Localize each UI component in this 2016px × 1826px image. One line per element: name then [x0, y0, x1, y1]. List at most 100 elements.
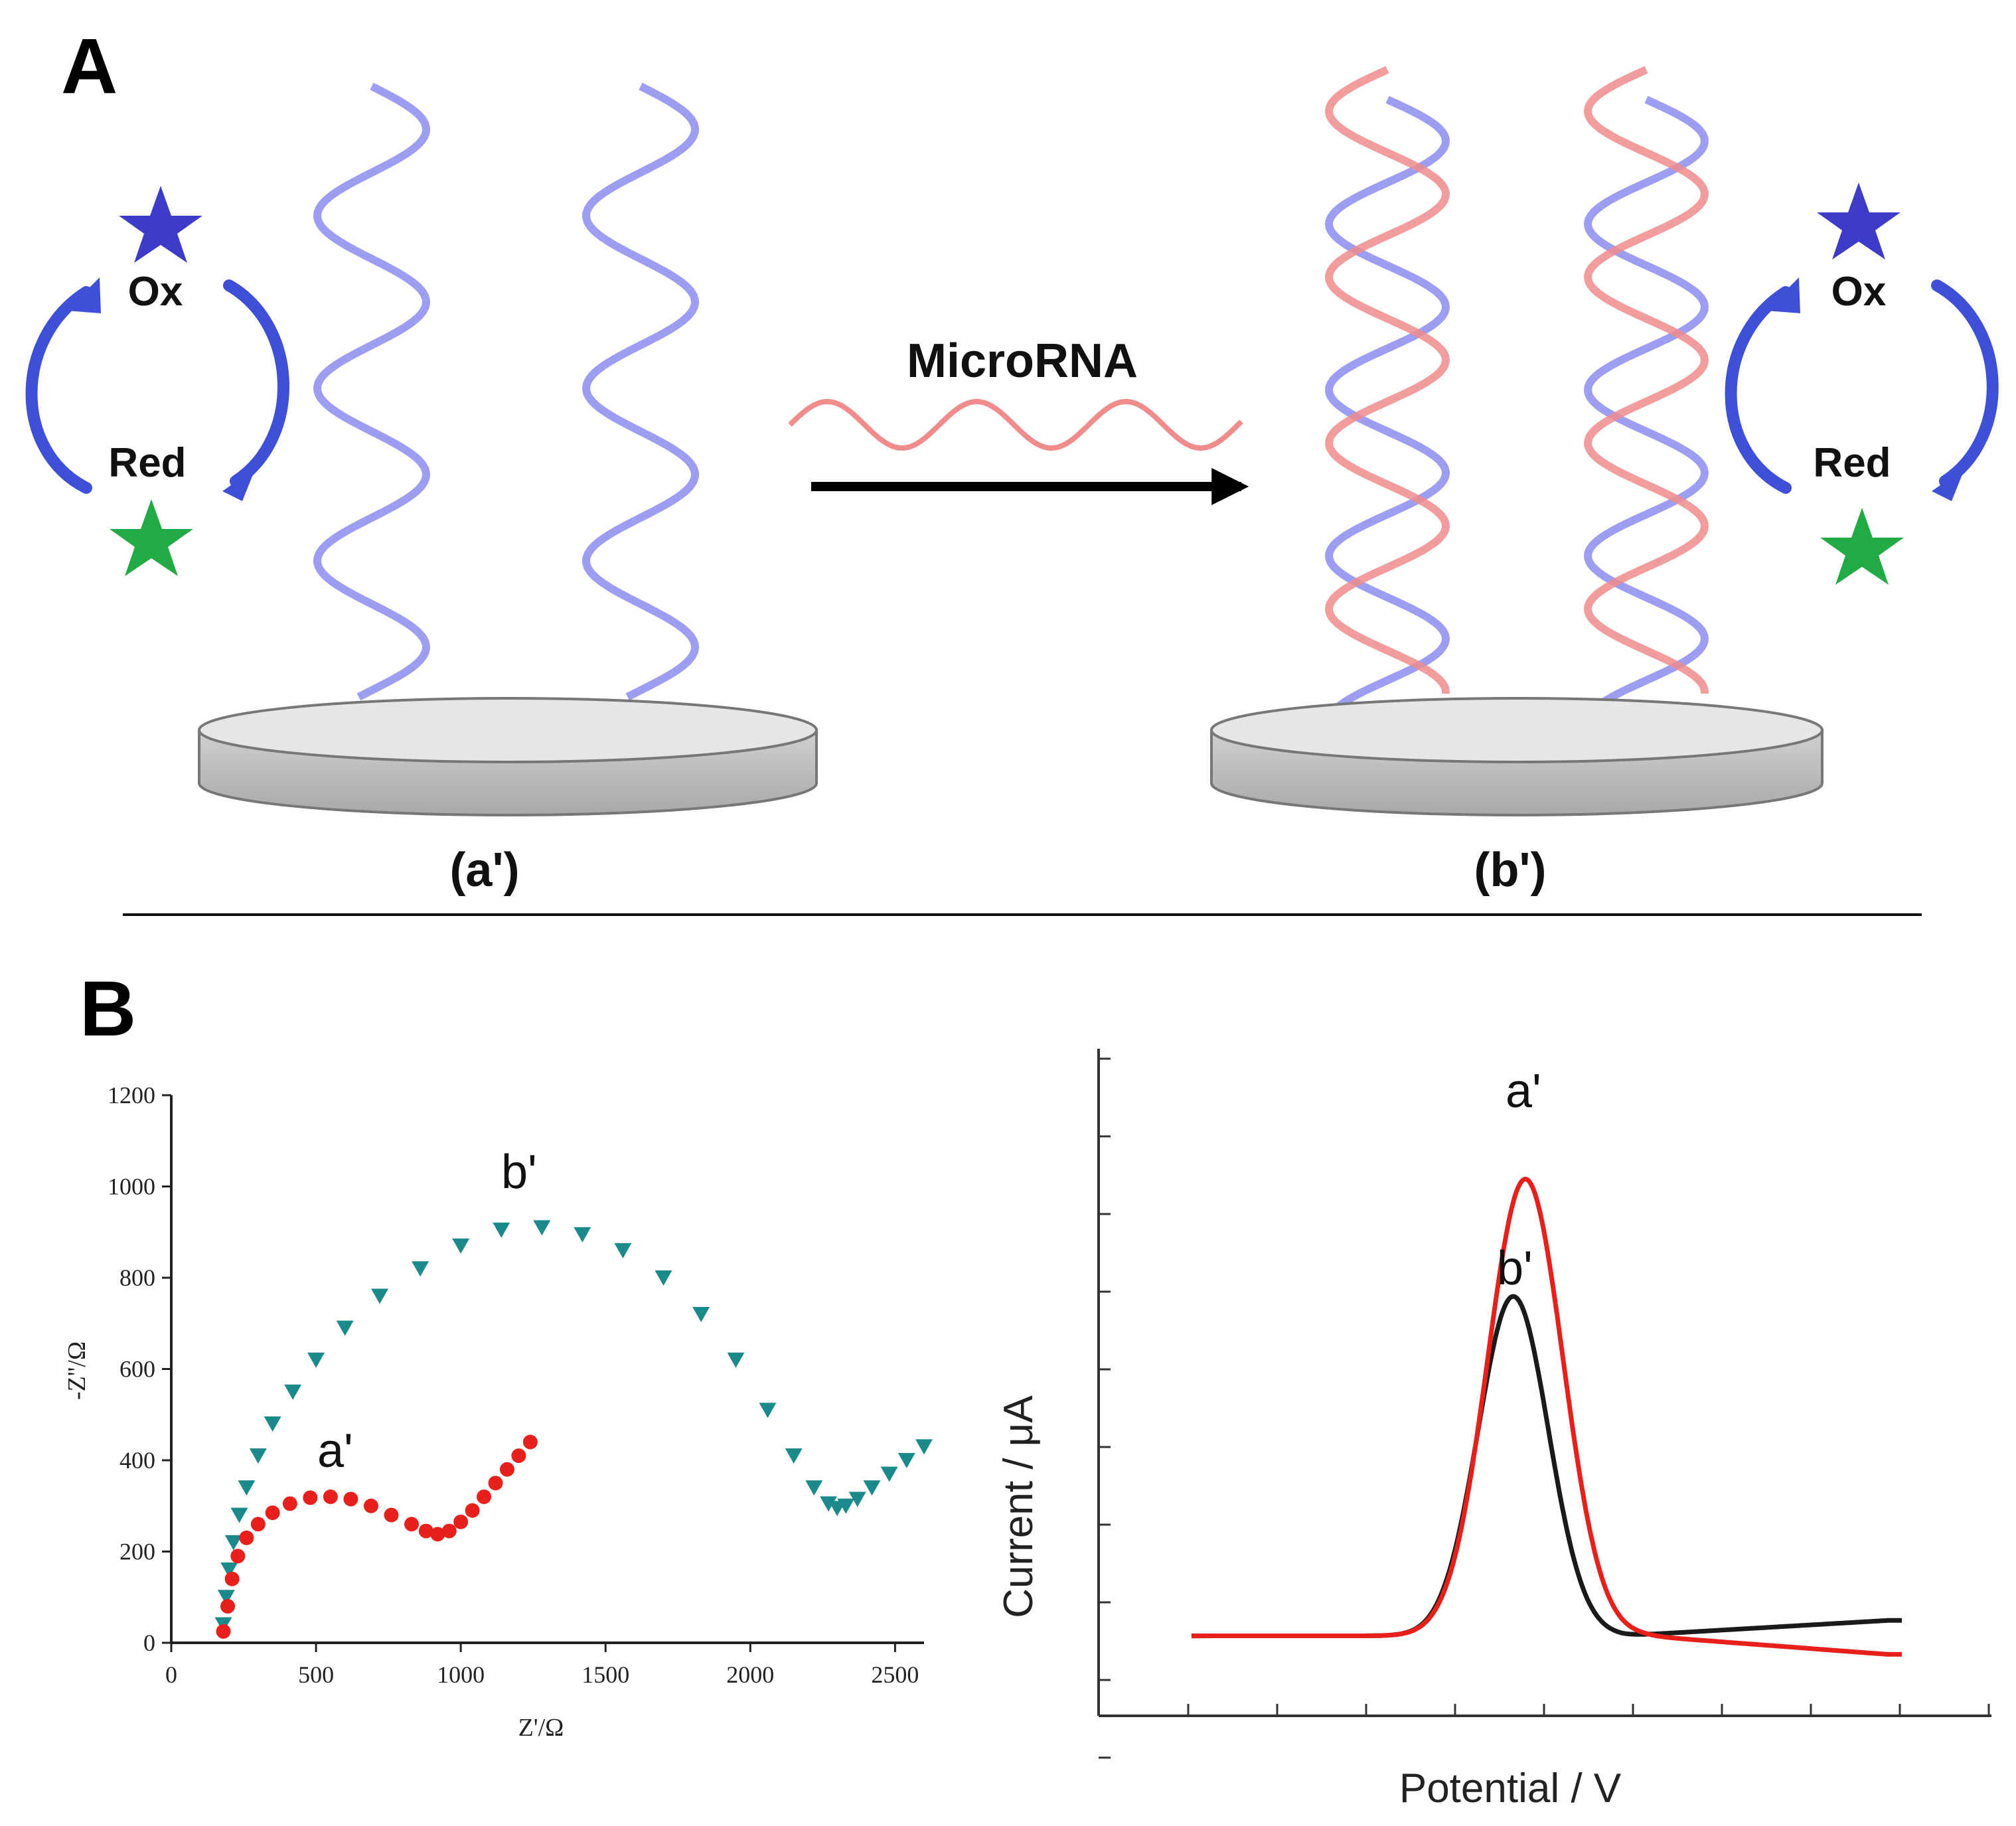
nyquist-points [214, 1220, 933, 1639]
left-cycle-arrow-right [223, 279, 289, 487]
nyquist-y-tick-label: 800 [119, 1264, 155, 1291]
nyquist-point-b [820, 1496, 838, 1512]
nyquist-point-b [785, 1448, 803, 1464]
nyquist-x-tick-label: 1500 [582, 1661, 629, 1688]
electrode-a [198, 697, 818, 816]
nyquist-point-a [384, 1507, 399, 1523]
nyquist-point-b [224, 1535, 242, 1551]
left-probe-strands [313, 82, 700, 701]
nyquist-point-b [759, 1403, 777, 1418]
nyquist-point-a [511, 1448, 526, 1464]
left-cycle-arrowhead-bottom [222, 468, 256, 501]
probe-strand [1583, 96, 1709, 745]
nyquist-point-b [230, 1507, 248, 1523]
nyquist-point-a [465, 1503, 480, 1518]
voltammogram-x-axis-title: Potential / V [1399, 1766, 1622, 1811]
probe-strand [1324, 96, 1450, 745]
green-star-icon [110, 499, 193, 576]
nyquist-point-b [863, 1480, 881, 1496]
microrna-strand [1583, 66, 1709, 694]
microrna-strand [1324, 66, 1450, 694]
nyquist-point-b [238, 1480, 256, 1496]
voltammogram-axes [1097, 1049, 1991, 1759]
nyquist-x-tick-label: 2000 [726, 1661, 774, 1688]
microrna-strand [788, 398, 1243, 451]
left-ox-label: Ox [128, 269, 183, 315]
voltammogram-chart: a' b' Potential / V Current / μA [996, 1049, 1991, 1811]
left-redox-cycle: Ox Red [25, 186, 289, 576]
nyquist-y-tick-label: 1000 [108, 1174, 155, 1200]
nyquist-point-a [239, 1530, 254, 1545]
nyquist-point-a [323, 1489, 338, 1504]
nyquist-point-b [284, 1384, 302, 1400]
nyquist-point-a [224, 1571, 240, 1586]
nyquist-annotation-a: a' [317, 1424, 353, 1478]
ox-star-icon [1817, 183, 1900, 260]
nyquist-point-b [915, 1439, 933, 1455]
electrode-b [1210, 697, 1823, 816]
nyquist-point-a [453, 1514, 469, 1529]
nyquist-x-tick-label: 0 [165, 1661, 177, 1688]
nyquist-point-b [805, 1480, 823, 1496]
microrna-label: MicroRNA [907, 335, 1138, 388]
electrode-b-label: (b') [1474, 844, 1546, 897]
nyquist-point-a [265, 1505, 280, 1521]
nyquist-point-b [727, 1352, 745, 1368]
nyquist-point-b [655, 1270, 672, 1286]
nyquist-point-b [493, 1222, 510, 1238]
nyquist-point-a [216, 1624, 231, 1639]
nyquist-point-b [249, 1448, 267, 1464]
nyquist-point-b [880, 1466, 898, 1482]
left-red-label: Red [108, 440, 186, 486]
nyquist-y-tick-label: 600 [119, 1356, 155, 1383]
nyquist-point-b [307, 1352, 325, 1368]
nyquist-point-a [220, 1599, 236, 1614]
nyquist-point-a [522, 1434, 538, 1450]
nyquist-point-b [533, 1220, 551, 1236]
voltammogram-curve-a [1192, 1176, 1902, 1657]
nyquist-point-b [897, 1453, 915, 1468]
nyquist-point-b [837, 1498, 855, 1514]
nyquist-point-b [452, 1238, 470, 1254]
left-cycle-arrowhead-top [66, 277, 101, 313]
nyquist-point-b [336, 1320, 354, 1336]
nyquist-point-a [230, 1549, 246, 1564]
right-ox-label: Ox [1831, 269, 1887, 315]
nyquist-x-tick-label: 2500 [871, 1661, 919, 1688]
nyquist-point-b [264, 1416, 281, 1432]
right-cycle-arrow-left [1725, 286, 1792, 494]
nyquist-point-b [220, 1562, 238, 1578]
nyquist-point-b [371, 1288, 389, 1304]
nyquist-point-a [404, 1517, 420, 1532]
nyquist-x-axis-title: Z'/Ω [518, 1714, 564, 1742]
left-cycle-arrow-left [25, 286, 92, 494]
right-redox-cycle: Ox Red [1725, 183, 1999, 585]
right-cycle-arrowhead-bottom [1932, 468, 1965, 501]
nyquist-point-b [614, 1243, 632, 1258]
nyquist-point-a [343, 1491, 358, 1507]
nyquist-y-tick-label: 0 [143, 1630, 155, 1656]
nyquist-point-b [692, 1307, 710, 1322]
nyquist-y-axis-title: -Z''/Ω [63, 1341, 91, 1400]
nyquist-point-a [282, 1496, 297, 1511]
nyquist-point-b [574, 1227, 591, 1243]
nyquist-point-a [488, 1476, 503, 1491]
probe-strand [582, 82, 700, 701]
voltammogram-y-axis-title: Current / μA [996, 1395, 1042, 1618]
nyquist-point-a [363, 1498, 378, 1513]
panel-b-label: B [80, 965, 136, 1053]
nyquist-y-tick-label: 400 [119, 1447, 155, 1474]
probe-strand [313, 82, 431, 701]
nyquist-x-tick-label: 500 [298, 1661, 334, 1688]
nyquist-x-tick-label: 1000 [437, 1661, 485, 1688]
nyquist-point-a [499, 1462, 514, 1477]
right-cycle-arrowhead-top [1766, 277, 1800, 313]
voltammogram-annotation-b: b' [1497, 1242, 1533, 1295]
nyquist-point-b [412, 1261, 429, 1277]
nyquist-point-a [430, 1527, 445, 1542]
voltammogram-annotation-a: a' [1506, 1065, 1541, 1118]
nyquist-point-a [303, 1490, 318, 1505]
nyquist-point-b [848, 1491, 866, 1507]
nyquist-axes: 0 500 1000 1500 2000 2500 0 200 400 600 800 1000 120… [108, 1082, 924, 1688]
